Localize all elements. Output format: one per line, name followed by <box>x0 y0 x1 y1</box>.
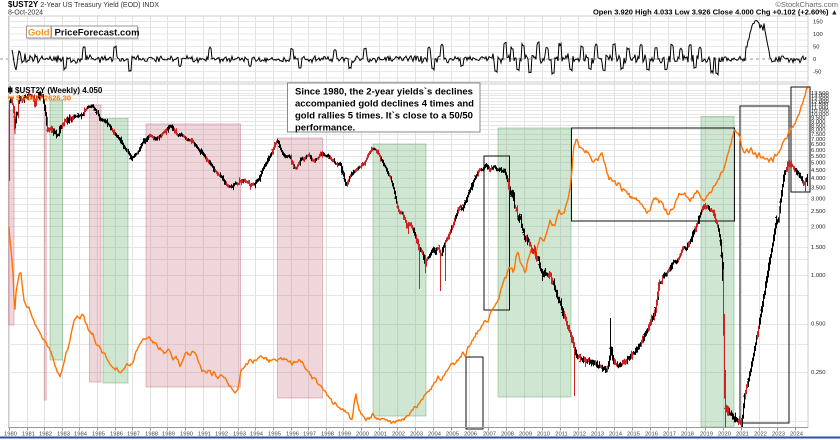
svg-text:100: 100 <box>813 32 823 38</box>
svg-text:1990: 1990 <box>180 432 193 438</box>
svg-text:2009: 2009 <box>519 432 532 438</box>
svg-text:1993: 1993 <box>233 432 246 438</box>
svg-text:2023: 2023 <box>772 432 785 438</box>
svg-text:Since 1980, the 2-year yields`: Since 1980, the 2-year yields`s declines <box>295 87 473 98</box>
svg-text:1988: 1988 <box>145 432 158 438</box>
svg-text:Gold: Gold <box>28 27 50 38</box>
svg-text:2014: 2014 <box>609 432 623 438</box>
svg-text:Open 3.920 High 4.033 Low 3.92: Open 3.920 High 4.033 Low 3.926 Close 4.… <box>593 8 838 17</box>
svg-text:1980: 1980 <box>4 432 17 438</box>
svg-text:6.500: 6.500 <box>811 142 826 148</box>
svg-text:©StockCharts.com: ©StockCharts.com <box>775 0 838 9</box>
svg-text:11.500: 11.500 <box>811 102 828 108</box>
svg-text:1995: 1995 <box>268 432 281 438</box>
svg-text:2010: 2010 <box>537 432 550 438</box>
svg-text:1989: 1989 <box>162 432 175 438</box>
svg-text:2000: 2000 <box>356 432 369 438</box>
svg-text:2015: 2015 <box>627 432 640 438</box>
svg-text:1983: 1983 <box>57 432 70 438</box>
svg-text:8.500: 8.500 <box>811 123 826 129</box>
svg-text:13.000: 13.000 <box>811 94 829 100</box>
svg-text:accompanied gold declines 4 ti: accompanied gold declines 4 times and <box>295 99 474 110</box>
svg-text:2024: 2024 <box>790 432 804 438</box>
svg-text:7.500: 7.500 <box>811 132 826 138</box>
svg-text:1996: 1996 <box>286 432 299 438</box>
svg-text:$UST2Y (Weekly) 4.050: $UST2Y (Weekly) 4.050 <box>15 86 103 95</box>
svg-text:2017: 2017 <box>663 432 676 438</box>
svg-text:8-Oct-2024: 8-Oct-2024 <box>8 10 43 17</box>
svg-text:1982: 1982 <box>39 432 52 438</box>
svg-text:1.500: 1.500 <box>811 245 826 251</box>
svg-text:150: 150 <box>813 20 823 26</box>
svg-text:0.250: 0.250 <box>811 370 826 376</box>
svg-text:1997: 1997 <box>303 432 316 438</box>
svg-text:2020: 2020 <box>718 432 731 438</box>
svg-text:1994: 1994 <box>250 432 264 438</box>
svg-text:1.000: 1.000 <box>811 273 826 279</box>
svg-text:2021: 2021 <box>736 432 749 438</box>
svg-text:11.000: 11.000 <box>811 105 828 111</box>
svg-text:4.000: 4.000 <box>811 176 826 182</box>
svg-text:gold rallies 5 times. It`s clo: gold rallies 5 times. It`s close to a 50… <box>295 111 473 122</box>
svg-text:1985: 1985 <box>92 432 105 438</box>
svg-text:$UST2Y 2-Year US Treasury Yiel: $UST2Y 2-Year US Treasury Yield (EOD) IN… <box>8 0 159 9</box>
svg-text:0: 0 <box>813 57 816 63</box>
svg-text:2004: 2004 <box>428 432 442 438</box>
svg-text:2013: 2013 <box>591 432 604 438</box>
svg-text:8.000: 8.000 <box>811 128 826 134</box>
svg-text:2.500: 2.500 <box>811 209 826 215</box>
svg-text:1998: 1998 <box>321 432 334 438</box>
svg-text:1986: 1986 <box>110 432 123 438</box>
svg-text:1984: 1984 <box>74 432 88 438</box>
svg-text:9.000: 9.000 <box>811 119 826 125</box>
svg-text:0.500: 0.500 <box>811 322 826 328</box>
svg-text:2003: 2003 <box>410 432 423 438</box>
svg-text:12.500: 12.500 <box>811 96 829 102</box>
svg-text:3.500: 3.500 <box>811 186 826 192</box>
svg-text:5.000: 5.000 <box>811 161 826 167</box>
svg-text:-50: -50 <box>813 70 821 76</box>
svg-text:12.000: 12.000 <box>811 99 829 105</box>
svg-text:2011: 2011 <box>555 432 567 438</box>
svg-text:PriceForecast.com: PriceForecast.com <box>55 27 140 38</box>
svg-text:2019: 2019 <box>700 432 713 438</box>
svg-text:2006: 2006 <box>464 432 477 438</box>
svg-text:7.000: 7.000 <box>811 137 826 143</box>
svg-text:2007: 2007 <box>483 432 496 438</box>
svg-text:2002: 2002 <box>392 432 405 438</box>
svg-text:4.500: 4.500 <box>811 168 826 174</box>
svg-text:2008: 2008 <box>501 432 514 438</box>
svg-text:50: 50 <box>813 45 819 51</box>
svg-text:10.000: 10.000 <box>811 112 829 118</box>
svg-text:performance.: performance. <box>295 123 355 134</box>
svg-text:1981: 1981 <box>22 432 35 438</box>
svg-text:2016: 2016 <box>645 432 658 438</box>
svg-text:1991: 1991 <box>198 432 211 438</box>
svg-text:3.000: 3.000 <box>811 196 826 202</box>
svg-text:2001: 2001 <box>374 432 387 438</box>
svg-text:10.500: 10.500 <box>811 109 829 115</box>
svg-text:2022: 2022 <box>754 432 767 438</box>
svg-text:1999: 1999 <box>338 432 351 438</box>
svg-text:13.500: 13.500 <box>811 91 829 97</box>
svg-text:2018: 2018 <box>681 432 694 438</box>
svg-text:2.000: 2.000 <box>811 225 826 231</box>
svg-text:1987: 1987 <box>127 432 140 438</box>
svg-text:5.500: 5.500 <box>811 154 826 160</box>
svg-text:1992: 1992 <box>215 432 228 438</box>
svg-text:6.000: 6.000 <box>811 148 826 154</box>
svg-text:2005: 2005 <box>446 432 459 438</box>
svg-text:9.500: 9.500 <box>811 116 826 122</box>
svg-text:2012: 2012 <box>573 432 586 438</box>
svg-text:$GOLD 2626.30: $GOLD 2626.30 <box>16 94 71 103</box>
